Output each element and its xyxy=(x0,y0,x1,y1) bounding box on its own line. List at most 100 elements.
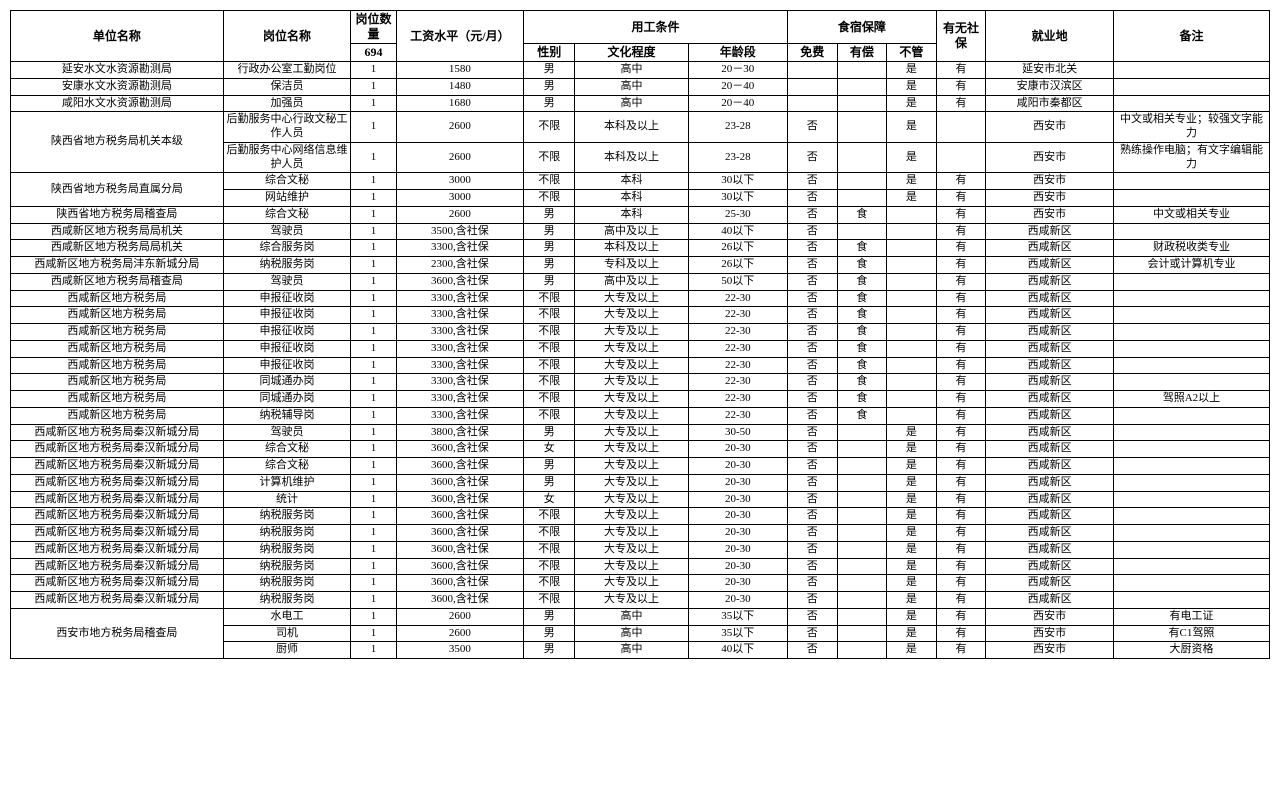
cell-loc: 西咸新区 xyxy=(986,223,1114,240)
cell-pos: 保洁员 xyxy=(223,78,351,95)
table-row: 陕西省地方税务局稽查局综合文秘12600男本科25-30否食有西安市中文或相关专… xyxy=(11,206,1270,223)
cell-ins: 有 xyxy=(936,575,986,592)
cell-ins: 有 xyxy=(936,357,986,374)
cell-ins: 有 xyxy=(936,290,986,307)
cell-gender: 男 xyxy=(524,458,575,475)
cell-qty: 1 xyxy=(351,190,396,207)
cell-pos: 驾驶员 xyxy=(223,273,351,290)
cell-paid: 食 xyxy=(837,240,887,257)
cell-ins: 有 xyxy=(936,391,986,408)
cell-gender: 不限 xyxy=(524,525,575,542)
cell-edu: 本科及以上 xyxy=(575,142,688,173)
cell-paid xyxy=(837,142,887,173)
cell-paid: 食 xyxy=(837,273,887,290)
cell-unit: 西咸新区地方税务局 xyxy=(11,307,224,324)
cell-salary: 3600,含社保 xyxy=(396,575,524,592)
cell-paid xyxy=(837,78,887,95)
cell-age: 26以下 xyxy=(688,240,787,257)
cell-none xyxy=(887,257,937,274)
cell-paid xyxy=(837,608,887,625)
recruitment-table: 单位名称 岗位名称 岗位数量 工资水平（元/月） 用工条件 食宿保障 有无社保 … xyxy=(10,10,1270,659)
cell-age: 20-30 xyxy=(688,541,787,558)
cell-ins: 有 xyxy=(936,240,986,257)
cell-gender: 不限 xyxy=(524,324,575,341)
cell-age: 22-30 xyxy=(688,340,787,357)
cell-note xyxy=(1113,575,1269,592)
cell-paid: 食 xyxy=(837,340,887,357)
cell-note xyxy=(1113,273,1269,290)
cell-ins xyxy=(936,112,986,143)
cell-qty: 1 xyxy=(351,206,396,223)
table-row: 陕西省地方税务局机关本级后勤服务中心行政文秘工作人员12600不限本科及以上23… xyxy=(11,112,1270,143)
cell-salary: 3300,含社保 xyxy=(396,290,524,307)
cell-none: 是 xyxy=(887,458,937,475)
cell-pos: 纳税服务岗 xyxy=(223,575,351,592)
cell-salary: 1480 xyxy=(396,78,524,95)
cell-none: 是 xyxy=(887,95,937,112)
cell-none: 是 xyxy=(887,625,937,642)
cell-paid xyxy=(837,112,887,143)
cell-pos: 司机 xyxy=(223,625,351,642)
cell-age: 20-30 xyxy=(688,558,787,575)
cell-unit: 西咸新区地方税务局秦汉新城分局 xyxy=(11,424,224,441)
cell-unit: 西咸新区地方税务局秦汉新城分局 xyxy=(11,508,224,525)
cell-pos: 水电工 xyxy=(223,608,351,625)
cell-salary: 3600,含社保 xyxy=(396,592,524,609)
table-row: 陕西省地方税务局直属分局综合文秘13000不限本科30以下否是有西安市 xyxy=(11,173,1270,190)
cell-gender: 男 xyxy=(524,625,575,642)
cell-pos: 纳税服务岗 xyxy=(223,541,351,558)
cell-edu: 高中 xyxy=(575,78,688,95)
cell-paid xyxy=(837,558,887,575)
cell-qty: 1 xyxy=(351,62,396,79)
cell-salary: 3500,含社保 xyxy=(396,223,524,240)
cell-none: 是 xyxy=(887,173,937,190)
cell-pos: 申报征收岗 xyxy=(223,290,351,307)
cell-salary: 3300,含社保 xyxy=(396,374,524,391)
cell-pos: 综合文秘 xyxy=(223,173,351,190)
cell-qty: 1 xyxy=(351,112,396,143)
cell-free xyxy=(787,78,837,95)
cell-unit: 西咸新区地方税务局秦汉新城分局 xyxy=(11,592,224,609)
cell-edu: 大专及以上 xyxy=(575,324,688,341)
table-row: 西咸新区地方税务局秦汉新城分局纳税服务岗13600,含社保不限大专及以上20-3… xyxy=(11,592,1270,609)
cell-note xyxy=(1113,525,1269,542)
cell-free: 否 xyxy=(787,625,837,642)
cell-qty: 1 xyxy=(351,391,396,408)
cell-salary: 2600 xyxy=(396,625,524,642)
cell-loc: 西咸新区 xyxy=(986,541,1114,558)
cell-qty: 1 xyxy=(351,223,396,240)
cell-free: 否 xyxy=(787,190,837,207)
cell-none: 是 xyxy=(887,575,937,592)
cell-gender: 不限 xyxy=(524,357,575,374)
th-loc: 就业地 xyxy=(986,11,1114,62)
cell-paid xyxy=(837,592,887,609)
cell-free: 否 xyxy=(787,424,837,441)
cell-none xyxy=(887,391,937,408)
cell-ins: 有 xyxy=(936,525,986,542)
table-row: 西咸新区地方税务局秦汉新城分局综合文秘13600,含社保男大专及以上20-30否… xyxy=(11,458,1270,475)
table-body: 延安水文水资源勘测局行政办公室工勤岗位11580男高中20－30是有延安市北关安… xyxy=(11,62,1270,659)
cell-none xyxy=(887,273,937,290)
table-row: 西咸新区地方税务局秦汉新城分局驾驶员13800,含社保男大专及以上30-50否是… xyxy=(11,424,1270,441)
cell-unit: 西咸新区地方税务局 xyxy=(11,340,224,357)
cell-unit: 西咸新区地方税务局 xyxy=(11,290,224,307)
cell-qty: 1 xyxy=(351,525,396,542)
cell-pos: 申报征收岗 xyxy=(223,357,351,374)
cell-unit: 西咸新区地方税务局秦汉新城分局 xyxy=(11,458,224,475)
cell-note: 熟练操作电脑；有文字编辑能力 xyxy=(1113,142,1269,173)
cell-loc: 西咸新区 xyxy=(986,508,1114,525)
cell-ins: 有 xyxy=(936,223,986,240)
cell-paid: 食 xyxy=(837,206,887,223)
cell-salary: 2300,含社保 xyxy=(396,257,524,274)
th-edu: 文化程度 xyxy=(575,44,688,62)
cell-qty: 1 xyxy=(351,424,396,441)
cell-loc: 西咸新区 xyxy=(986,592,1114,609)
cell-unit: 西安市地方税务局稽查局 xyxy=(11,608,224,658)
cell-loc: 西咸新区 xyxy=(986,525,1114,542)
cell-age: 23-28 xyxy=(688,142,787,173)
cell-unit: 西咸新区地方税务局 xyxy=(11,324,224,341)
cell-free: 否 xyxy=(787,307,837,324)
cell-qty: 1 xyxy=(351,441,396,458)
cell-none: 是 xyxy=(887,474,937,491)
cell-qty: 1 xyxy=(351,307,396,324)
